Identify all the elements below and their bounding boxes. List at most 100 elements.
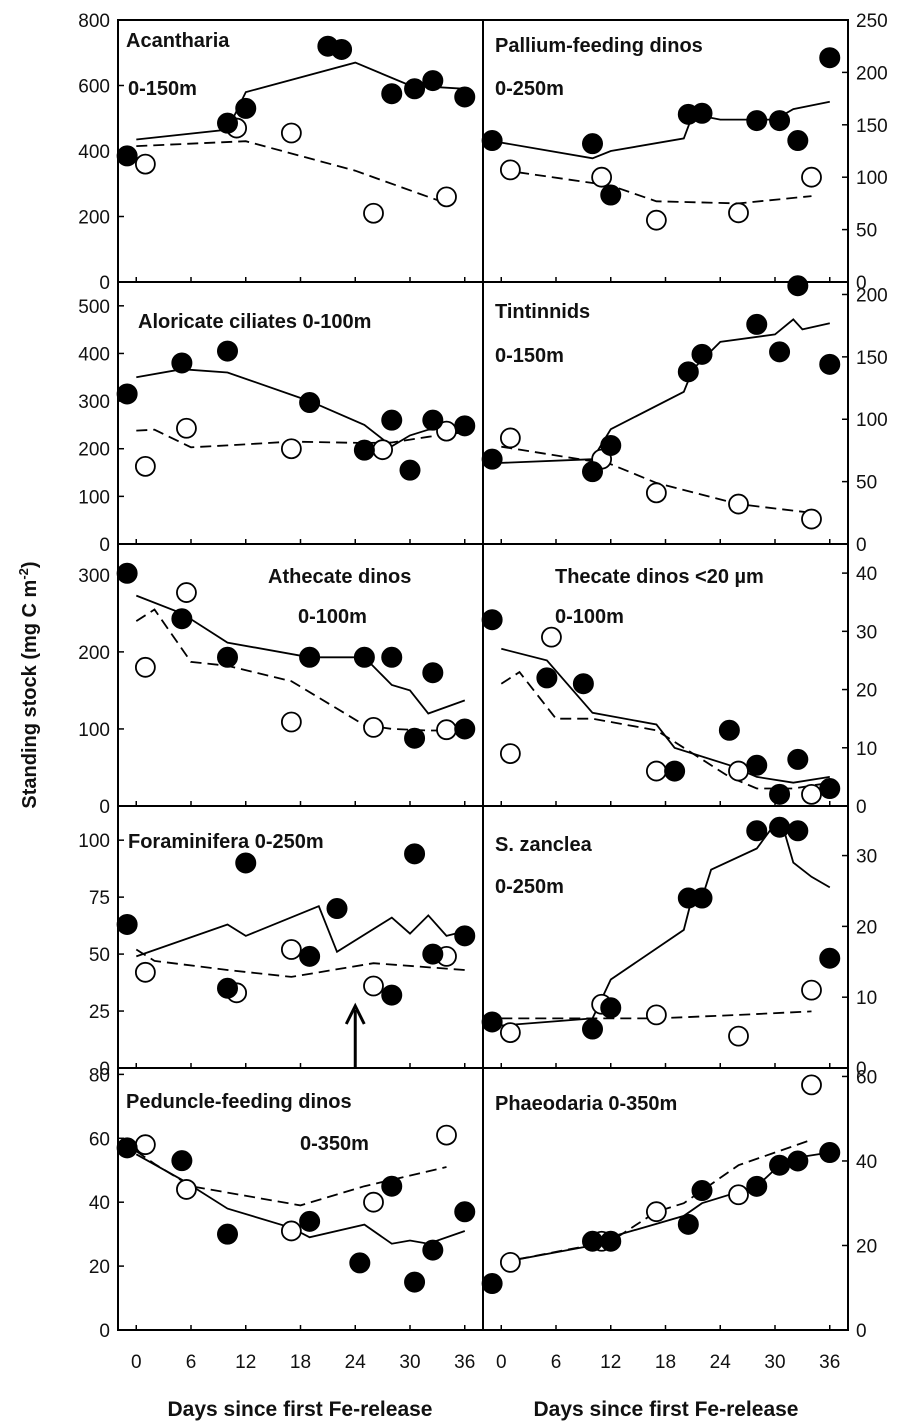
open-point <box>645 760 667 782</box>
filled-point <box>404 727 426 749</box>
panel-6: 0 25 50 75 100 Foraminifera 0-250m <box>78 805 484 1080</box>
filled-point <box>481 1011 503 1033</box>
panel-subtitle: 0-150m <box>495 345 564 367</box>
y-tick-label: 40 <box>89 1193 110 1214</box>
x-tick-label: 24 <box>710 1352 732 1373</box>
filled-point <box>481 130 503 152</box>
open-point <box>134 961 156 983</box>
panel-title: Pallium-feeding dinos <box>495 35 703 57</box>
y-tick-label: 0 <box>99 1059 110 1080</box>
filled-point <box>422 943 444 965</box>
series-line-solid <box>136 905 466 958</box>
x-tick-label: 12 <box>235 1352 256 1373</box>
panel-subtitle: 0-100m <box>555 606 624 628</box>
y-tick-label: 20 <box>856 681 877 702</box>
y-tick-label: 50 <box>856 221 877 242</box>
open-point <box>134 455 156 477</box>
filled-point <box>454 1201 476 1223</box>
filled-point <box>299 646 321 668</box>
y-tick-label: 30 <box>856 622 877 643</box>
filled-point <box>600 997 622 1019</box>
y-tick-label: 0 <box>99 273 110 294</box>
panel-title: Foraminifera 0-250m <box>128 831 324 853</box>
filled-point <box>787 1150 809 1172</box>
x-tick-label: 36 <box>454 1352 475 1373</box>
series-line-dashed <box>135 948 465 978</box>
open-point <box>363 717 384 738</box>
filled-point <box>116 383 138 405</box>
filled-point <box>746 820 768 842</box>
y-tick-label: 100 <box>78 487 110 508</box>
open-point <box>280 1220 302 1242</box>
y-axis-label: Standing stock (mg C m-2) <box>16 561 41 808</box>
series-line-dashed <box>500 670 830 790</box>
filled-point <box>217 646 238 668</box>
filled-point <box>481 609 503 631</box>
filled-point <box>171 1150 193 1172</box>
open-point <box>801 783 822 805</box>
filled-point <box>787 820 809 842</box>
filled-point <box>116 1137 138 1159</box>
series-line-solid <box>501 318 830 464</box>
panel-9: 0 20 40 60 0 6 12 18 24 30 36 Phaeodaria 0-350m <box>481 1067 877 1373</box>
filled-point <box>718 719 740 741</box>
filled-point <box>399 459 421 481</box>
filled-point <box>582 133 603 155</box>
filled-point <box>769 341 791 363</box>
y-tick-label: 500 <box>78 297 110 318</box>
filled-point <box>582 1018 603 1040</box>
y-tick-label: 40 <box>856 1152 877 1173</box>
x-tick-label: 6 <box>186 1352 197 1373</box>
x-tick-label: 12 <box>600 1352 621 1373</box>
open-point <box>645 482 667 504</box>
y-tick-label: 800 <box>78 11 110 32</box>
y-tick-label: 0 <box>856 535 867 556</box>
x-tick-label: 0 <box>496 1352 507 1373</box>
open-point <box>728 1184 749 1206</box>
panel-4: 0 100 200 300 Athecate dinos 0-100m <box>78 543 484 818</box>
panel-frame <box>117 19 484 283</box>
x-tick-label: 30 <box>399 1352 420 1373</box>
x-tick-label: 24 <box>345 1352 367 1373</box>
filled-point <box>691 343 713 365</box>
open-point <box>728 202 749 224</box>
panel-title: Athecate dinos <box>268 566 411 588</box>
filled-point <box>691 887 713 909</box>
y-tick-label: 200 <box>856 285 888 306</box>
open-point <box>176 1179 197 1200</box>
filled-point <box>381 409 403 431</box>
open-point <box>134 1134 156 1156</box>
y-tick-label: 25 <box>89 1002 110 1023</box>
y-tick-label: 0 <box>856 1059 867 1080</box>
filled-point <box>299 1210 321 1232</box>
y-tick-label: 0 <box>856 1321 867 1342</box>
filled-point <box>116 145 138 167</box>
x-tick-label: 6 <box>551 1352 562 1373</box>
y-tick-label: 400 <box>78 344 110 365</box>
open-point <box>728 1025 749 1047</box>
x-tick-label: 30 <box>764 1352 785 1373</box>
filled-point <box>381 1175 403 1197</box>
y-tick-label: 100 <box>78 831 110 852</box>
y-tick-label: 20 <box>89 1257 110 1278</box>
panels-layer: 0200400600800Acantharia0-150m05010015020… <box>78 11 887 1373</box>
panel-subtitle: 0-250m <box>495 78 564 100</box>
y-tick-label: 20 <box>856 917 877 938</box>
y-axis-label-main: Standing stock (mg C m <box>19 580 41 809</box>
filled-point <box>235 97 257 119</box>
filled-point <box>769 816 791 838</box>
open-point <box>801 166 822 188</box>
open-point <box>363 202 384 224</box>
filled-point <box>422 662 444 684</box>
y-tick-label: 200 <box>78 643 110 664</box>
open-point <box>499 1251 521 1273</box>
open-point <box>280 711 302 733</box>
filled-point <box>381 83 403 105</box>
filled-point <box>326 898 348 920</box>
y-tick-label: 50 <box>89 945 110 966</box>
y-tick-label: 0 <box>99 797 110 818</box>
series-line-solid <box>135 1153 466 1245</box>
open-point <box>280 939 302 960</box>
panel-title: Phaeodaria 0-350m <box>495 1093 677 1115</box>
